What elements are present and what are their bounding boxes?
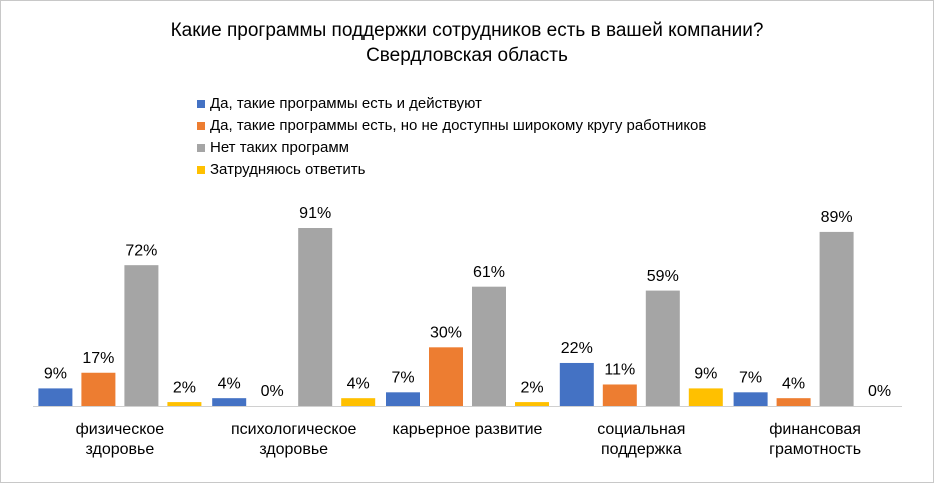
x-tick-label: социальная xyxy=(597,421,685,438)
data-label: 4% xyxy=(782,375,805,392)
data-label: 7% xyxy=(391,370,414,387)
data-label: 7% xyxy=(739,370,762,387)
legend-swatch xyxy=(197,100,205,108)
legend-label: Затрудняюсь ответить xyxy=(210,161,366,178)
x-tick-label: физическое xyxy=(76,421,165,438)
data-label: 9% xyxy=(694,366,717,383)
legend-swatch xyxy=(197,122,205,130)
bar xyxy=(559,362,594,406)
data-label: 22% xyxy=(561,340,593,357)
bar xyxy=(776,398,811,406)
data-label: 11% xyxy=(604,362,635,379)
x-tick-label: финансовая xyxy=(769,421,861,438)
data-label: 61% xyxy=(473,264,505,281)
legend-label: Да, такие программы есть и действуют xyxy=(210,95,482,112)
bar xyxy=(515,402,549,406)
legend-label: Да, такие программы есть, но не доступны… xyxy=(210,117,706,134)
x-tick-label: здоровье xyxy=(86,441,155,458)
data-label: 9% xyxy=(44,366,67,383)
bar xyxy=(386,392,420,406)
x-tick-label: поддержка xyxy=(601,441,682,458)
bar xyxy=(472,286,506,406)
data-label: 91% xyxy=(299,205,331,222)
bar xyxy=(81,372,116,406)
bar xyxy=(212,398,247,406)
bar xyxy=(688,388,723,406)
legend-swatch xyxy=(197,144,205,152)
legend-label: Нет таких программ xyxy=(210,139,349,156)
data-label: 4% xyxy=(218,375,241,392)
bar xyxy=(602,384,637,406)
data-label: 89% xyxy=(821,209,853,226)
data-label: 17% xyxy=(82,350,114,367)
data-label: 2% xyxy=(173,379,196,396)
chart-title: Какие программы поддержки сотрудников ес… xyxy=(171,20,764,41)
data-label: 4% xyxy=(347,375,370,392)
data-label: 0% xyxy=(868,383,891,400)
chart-subtitle: Свердловская область xyxy=(366,45,568,66)
x-tick-label: грамотность xyxy=(769,441,861,458)
bar xyxy=(819,231,854,406)
x-tick-label: карьерное развитие xyxy=(393,421,543,438)
x-tick-label: здоровье xyxy=(259,441,328,458)
data-label: 72% xyxy=(125,242,157,259)
bar xyxy=(38,388,73,406)
bar xyxy=(341,398,376,406)
x-tick-label: психологическое xyxy=(231,421,356,438)
bar xyxy=(298,228,333,406)
data-label: 30% xyxy=(430,325,462,342)
bar xyxy=(124,265,159,406)
legend-swatch xyxy=(197,166,205,174)
bar xyxy=(645,290,680,406)
data-label: 59% xyxy=(647,268,679,285)
bar xyxy=(167,402,202,406)
data-label: 2% xyxy=(520,379,543,396)
data-label: 0% xyxy=(261,383,284,400)
bar xyxy=(733,392,768,406)
bar xyxy=(429,347,463,406)
